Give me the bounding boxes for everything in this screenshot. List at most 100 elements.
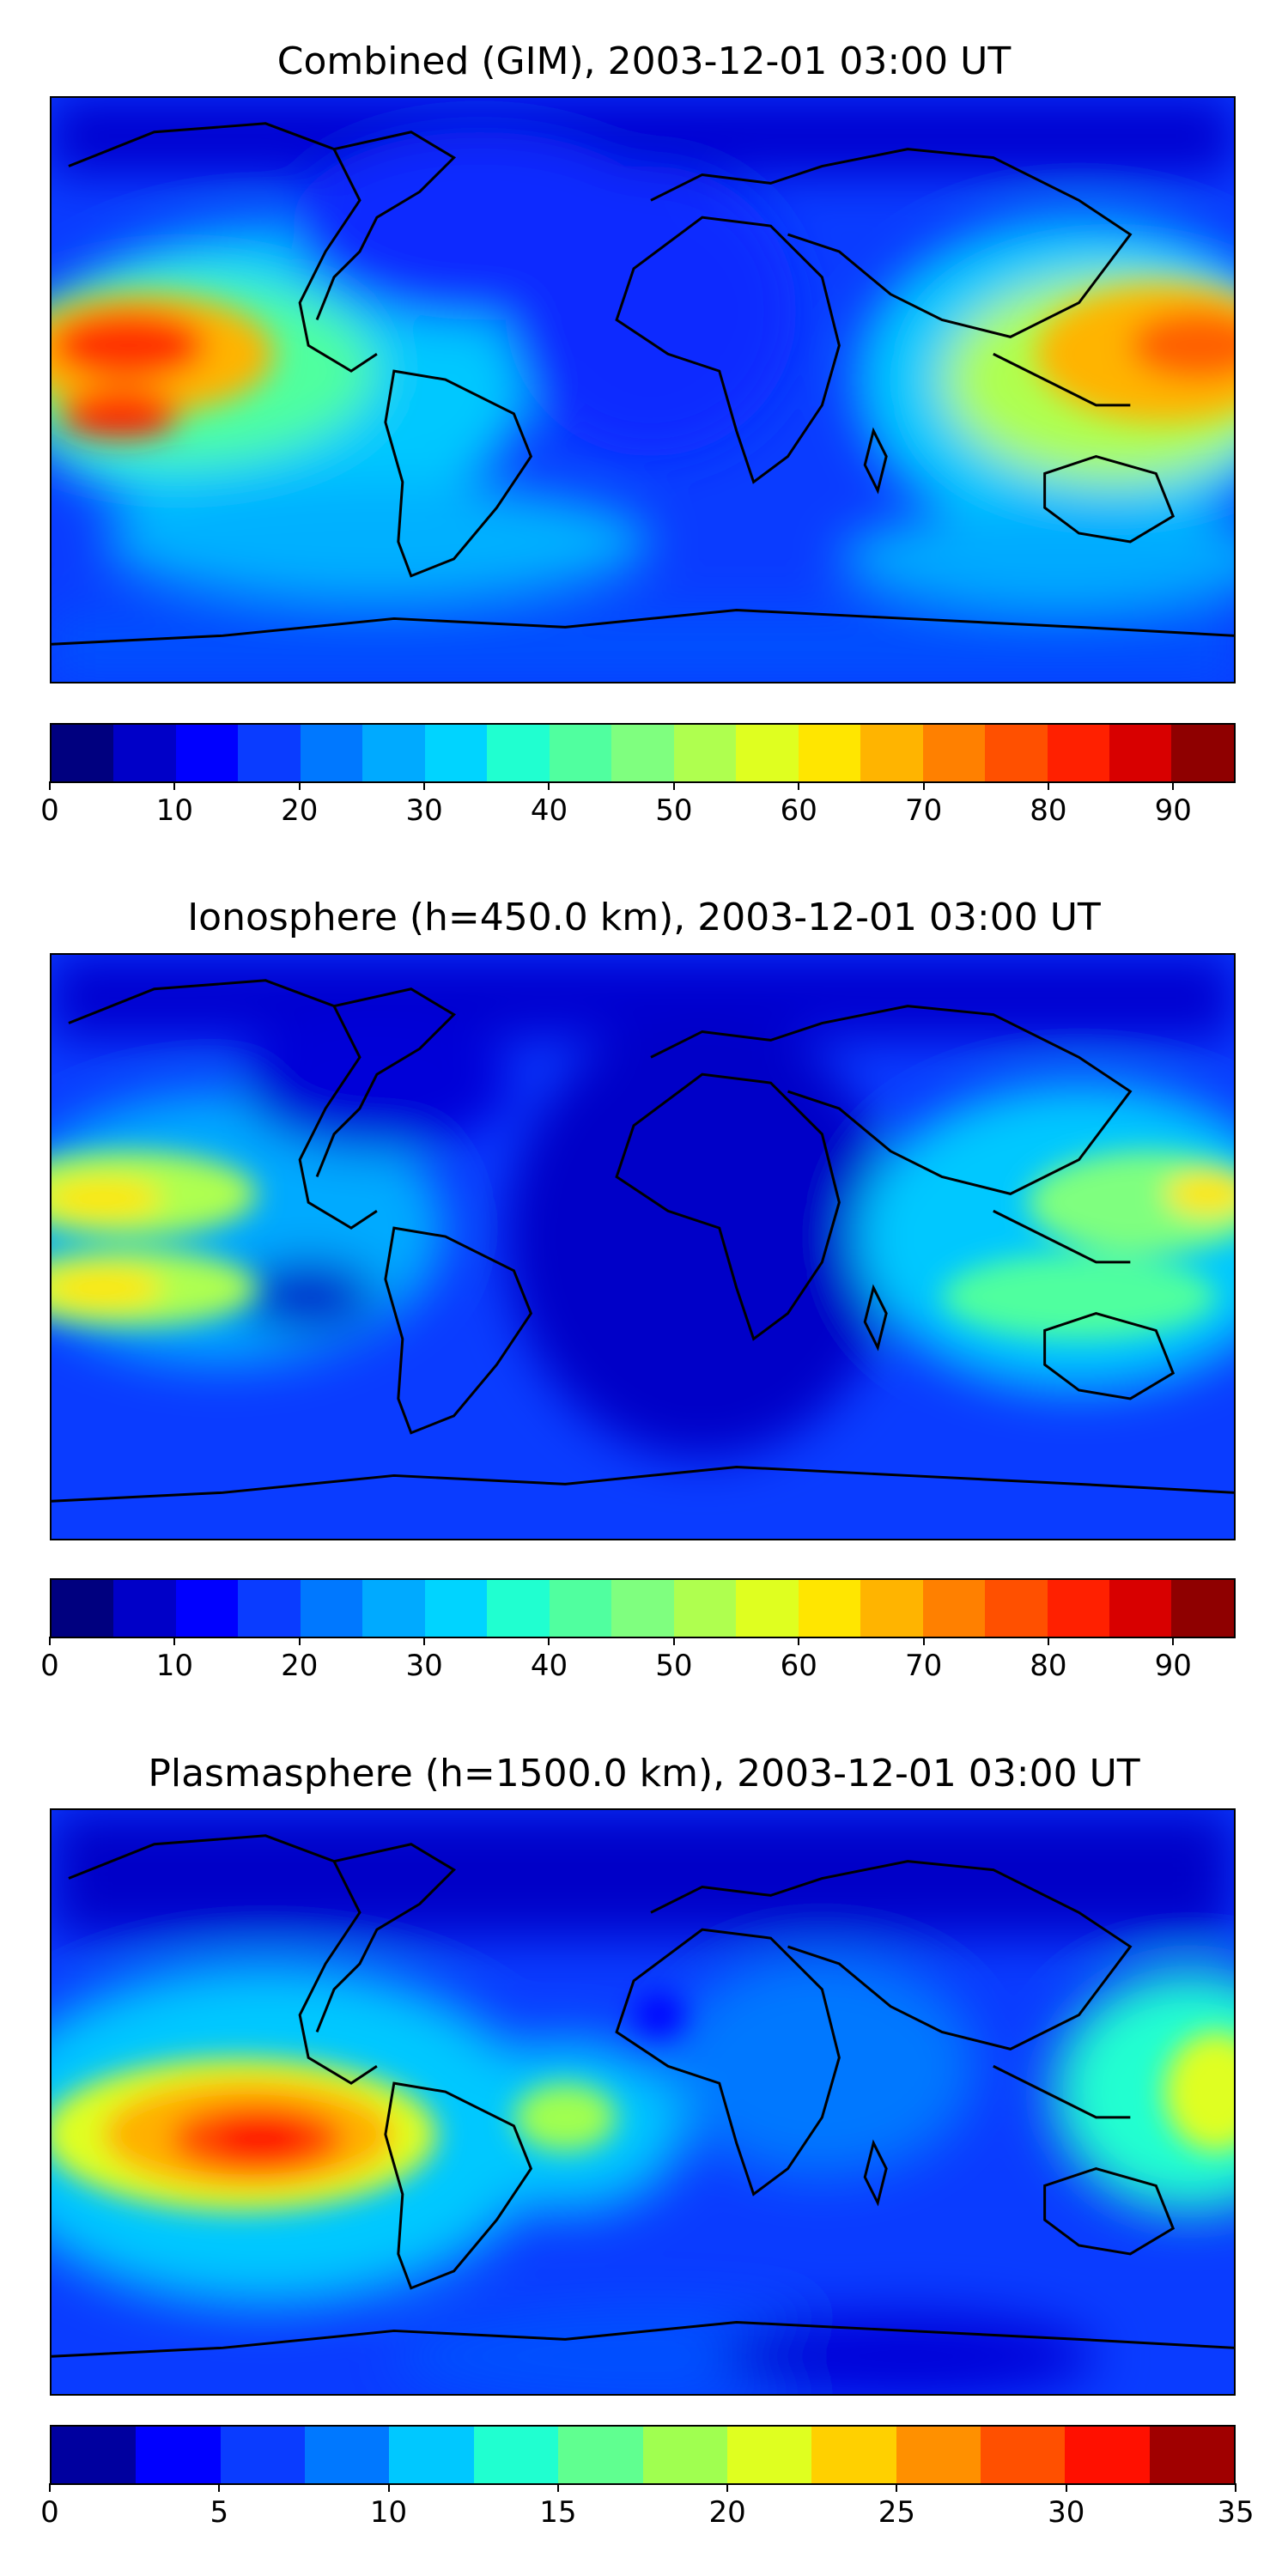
colorbar-tick: [1047, 1637, 1049, 1645]
colorbar-tick: [49, 2483, 51, 2492]
colorbar-segment: [736, 1580, 799, 1637]
colorbar-tick: [896, 2483, 898, 2492]
colorbar-segment: [549, 725, 612, 781]
colorbar-tick-label: 50: [655, 1649, 693, 1683]
colorbar-segment: [113, 1580, 176, 1637]
colorbar-tick-label: 20: [708, 2495, 746, 2530]
colorbar-segment: [798, 1580, 861, 1637]
colorbar-tick: [423, 781, 426, 790]
colorbar-segment: [362, 1580, 425, 1637]
colorbar-tick-label: 30: [405, 793, 443, 828]
colorbar-tick: [298, 1637, 301, 1645]
coastlines: [52, 122, 1234, 646]
colorbar-segment: [1171, 1580, 1234, 1637]
colorbar-segment: [558, 2427, 643, 2483]
colorbar-tick-label: 70: [904, 793, 943, 828]
colorbar-segment: [726, 2427, 812, 2483]
colorbar-tick-label: 80: [1030, 793, 1067, 828]
colorbar-tick-label: 0: [40, 1649, 59, 1683]
colorbar-segment: [980, 2427, 1066, 2483]
colorbar-tick-label: 90: [1154, 1649, 1192, 1683]
colorbar-segment: [611, 1580, 674, 1637]
colorbar-segment: [300, 725, 363, 781]
colorbar-ticks: 0 10 20 30 40 50 60 70 80 90: [40, 1637, 1236, 1688]
contour-map: [52, 98, 1234, 682]
colorbar-tick-label: 25: [878, 2495, 916, 2530]
colorbar-segment: [896, 2427, 981, 2483]
colorbar-segment: [673, 1580, 737, 1637]
colorbar-segment: [238, 1580, 301, 1637]
colorbar-segment: [487, 1580, 550, 1637]
colorbar-tick-label: 10: [155, 1649, 193, 1683]
colorbar-ticks: 0 5 10 15 20 25 30 35: [40, 2483, 1255, 2535]
colorbar-tick-label: 30: [405, 1649, 443, 1683]
contour-map: [52, 955, 1234, 1539]
colorbar-tick: [387, 2483, 390, 2492]
colorbar-segment: [52, 1580, 114, 1637]
colorbar-segment: [1109, 725, 1172, 781]
contour-map: [52, 1810, 1234, 2394]
colorbar: [50, 2425, 1236, 2485]
colorbar-tick: [798, 1637, 800, 1645]
colorbar-tick: [672, 1637, 675, 1645]
colorbar-segment: [922, 725, 986, 781]
colorbar-tick: [1172, 1637, 1175, 1645]
panel-title: Ionosphere (h=450.0 km), 2003-12-01 03:0…: [187, 896, 1101, 939]
colorbar-segment: [673, 725, 737, 781]
colorbar-segment: [985, 1580, 1048, 1637]
colorbar-tick: [218, 2483, 221, 2492]
colorbar-tick: [1065, 2483, 1067, 2492]
coastlines: [52, 1834, 1234, 2358]
colorbar-tick: [49, 781, 51, 790]
colorbar-segment: [52, 2427, 137, 2483]
colorbar-tick-label: 40: [530, 793, 568, 828]
panel-title: Combined (GIM), 2003-12-01 03:00 UT: [276, 39, 1012, 83]
panel-title: Plasmasphere (h=1500.0 km), 2003-12-01 0…: [148, 1752, 1140, 1795]
colorbar-segment: [736, 725, 799, 781]
colorbar-tick-label: 35: [1217, 2495, 1255, 2530]
colorbar-tick: [173, 1637, 176, 1645]
colorbar-tick: [672, 781, 675, 790]
colorbar-segment: [1065, 2427, 1150, 2483]
colorbar-tick-label: 80: [1030, 1649, 1067, 1683]
colorbar-tick: [423, 1637, 426, 1645]
colorbar-tick-label: 70: [904, 1649, 943, 1683]
colorbar-tick-label: 20: [281, 1649, 319, 1683]
colorbar-segment: [113, 725, 176, 781]
colorbar-tick: [1235, 2483, 1236, 2492]
colorbar-segment: [424, 1580, 488, 1637]
colorbar-segment: [1047, 1580, 1109, 1637]
colorbar-segment: [642, 2427, 727, 2483]
colorbar-segment: [811, 2427, 896, 2483]
colorbar-tick-label: 30: [1048, 2495, 1085, 2530]
colorbar-tick-label: 20: [281, 793, 319, 828]
colorbar-tick: [548, 1637, 550, 1645]
colorbar-tick: [173, 781, 176, 790]
colorbar-tick: [298, 781, 301, 790]
colorbar-ticks: 0 10 20 30 40 50 60 70 80 90: [40, 781, 1236, 833]
colorbar-tick: [922, 1637, 925, 1645]
colorbar-tick-label: 15: [539, 2495, 577, 2530]
colorbar-segment: [220, 2427, 306, 2483]
colorbar-tick-label: 0: [40, 793, 59, 828]
colorbar-tick: [922, 781, 925, 790]
colorbar: [50, 1578, 1236, 1638]
tec-map-ionosphere: [50, 953, 1236, 1540]
colorbar-segment: [922, 1580, 986, 1637]
colorbar-tick-label: 50: [655, 793, 693, 828]
colorbar-segment: [860, 1580, 923, 1637]
colorbar-segment: [175, 725, 239, 781]
colorbar-segment: [389, 2427, 474, 2483]
colorbar-tick-label: 60: [780, 793, 817, 828]
colorbar-segment: [52, 725, 114, 781]
colorbar-tick: [1047, 781, 1049, 790]
coastlines: [52, 979, 1234, 1503]
tec-map-plasmasphere: [50, 1808, 1236, 2396]
colorbar-segment: [611, 725, 674, 781]
colorbar-segment: [238, 725, 301, 781]
colorbar-tick-label: 10: [369, 2495, 408, 2530]
colorbar-segment: [860, 725, 923, 781]
colorbar-segment: [424, 725, 488, 781]
colorbar-segment: [1171, 725, 1234, 781]
colorbar-segment: [175, 1580, 239, 1637]
